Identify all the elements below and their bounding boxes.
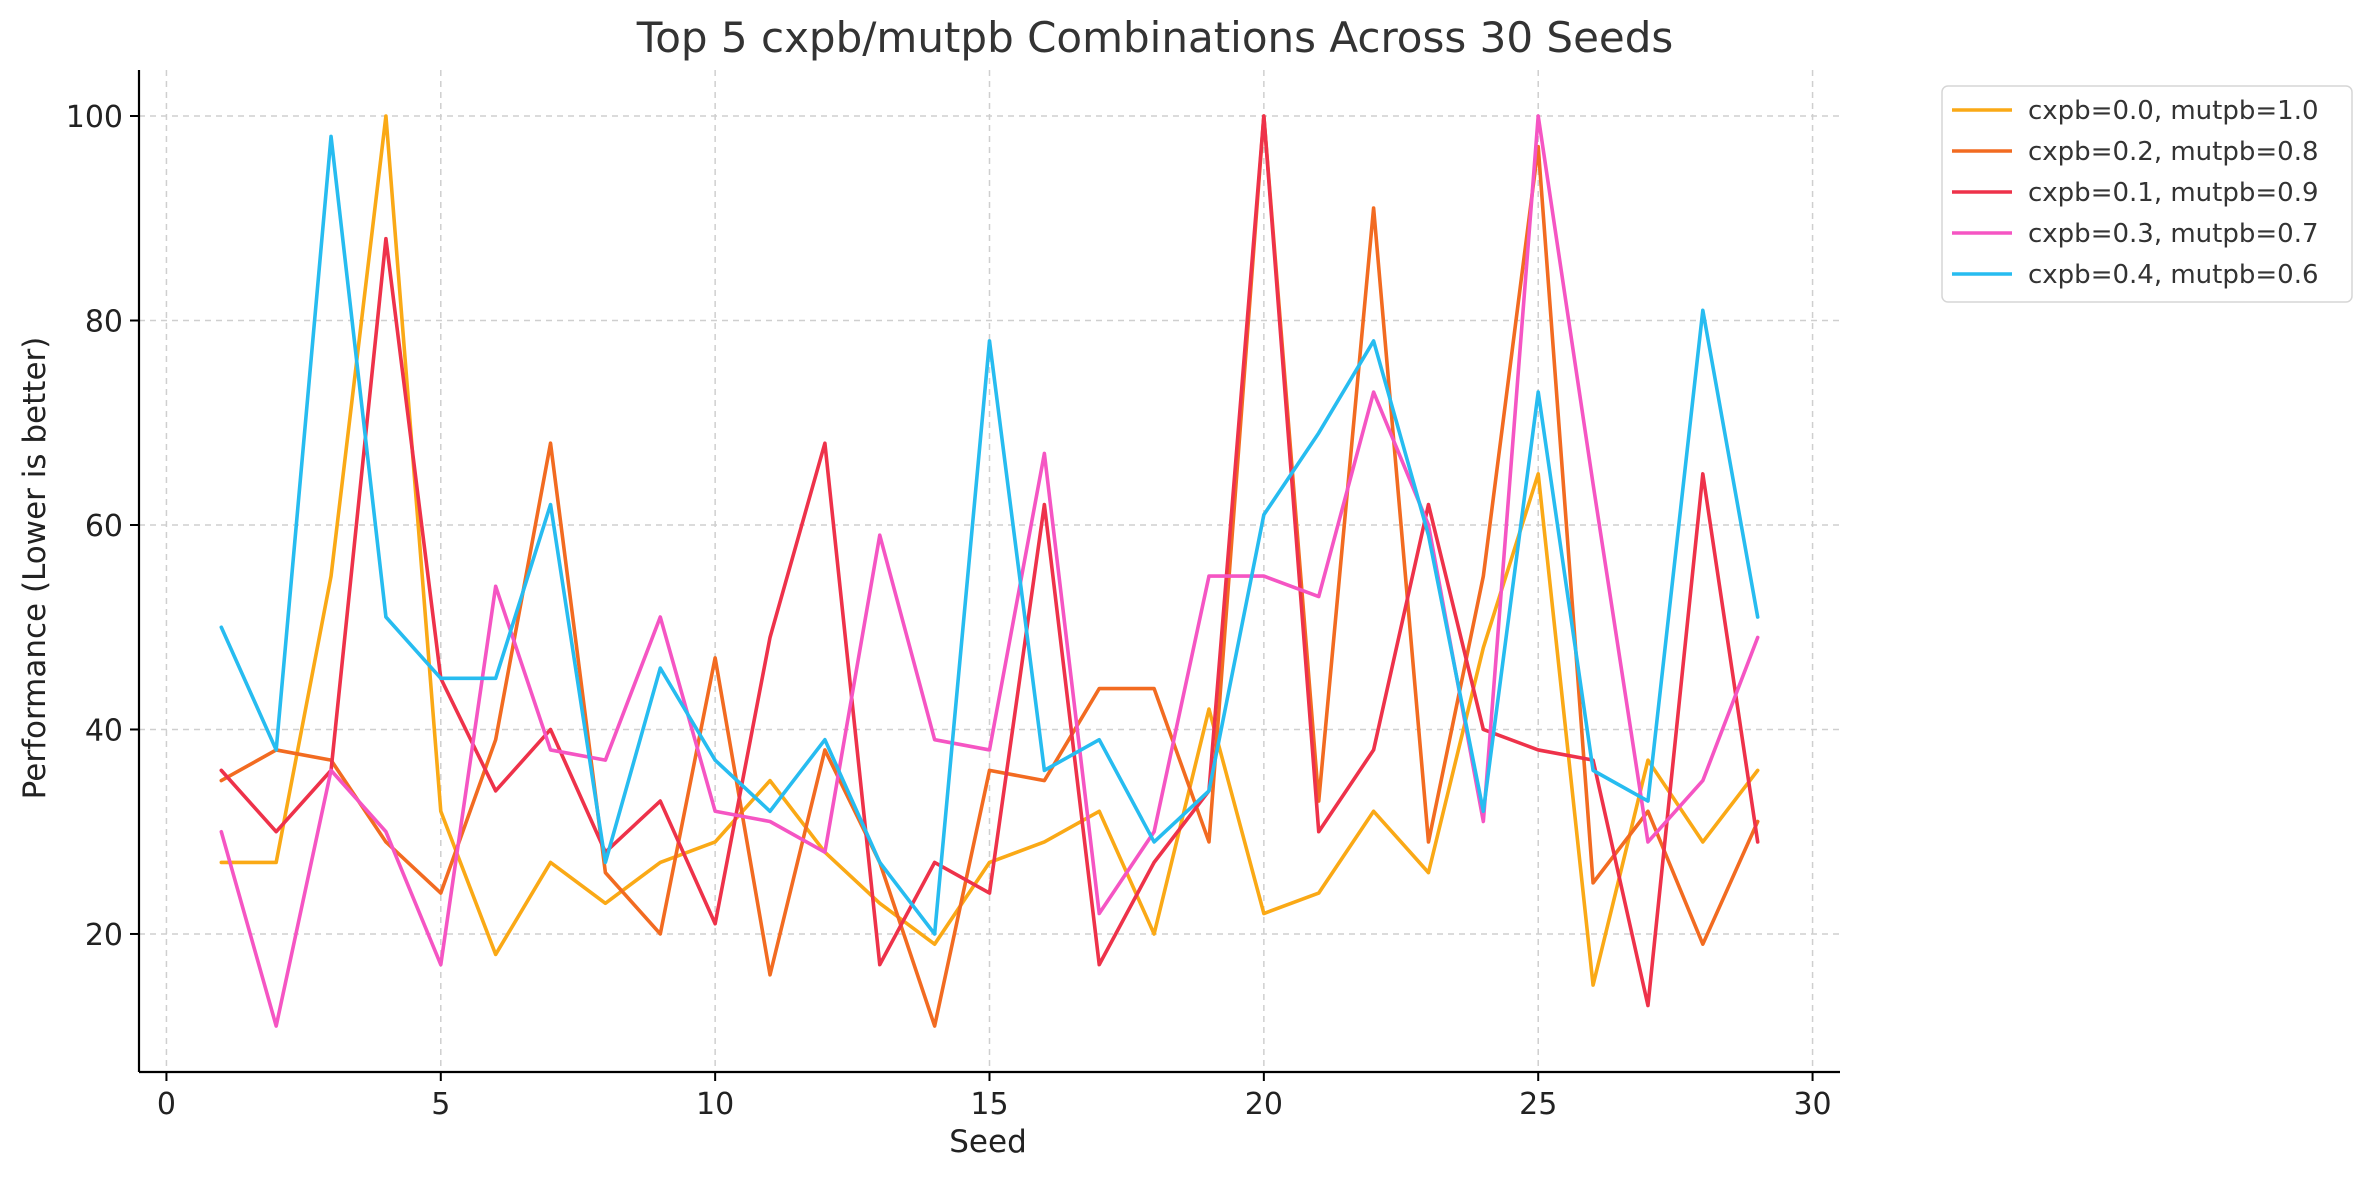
x-tick-label: 0 (157, 1087, 176, 1122)
legend-label: cxpb=0.1, mutpb=0.9 (2028, 178, 2319, 208)
legend-label: cxpb=0.2, mutpb=0.8 (2028, 137, 2319, 167)
legend-label: cxpb=0.0, mutpb=1.0 (2028, 96, 2319, 126)
chart-title: Top 5 cxpb/mutpb Combinations Across 30 … (636, 13, 1674, 62)
y-tick-label: 100 (66, 100, 123, 135)
y-axis-label: Performance (Lower is better) (17, 337, 53, 800)
series-line-4 (219, 114, 1760, 1028)
legend-box (1941, 85, 2353, 303)
x-axis-label: Seed (949, 1124, 1027, 1160)
legend-label: cxpb=0.4, mutpb=0.6 (2028, 260, 2319, 290)
x-tick-label: 5 (431, 1087, 450, 1122)
legend-label: cxpb=0.3, mutpb=0.7 (2028, 219, 2319, 249)
x-tick-label: 25 (1519, 1087, 1557, 1122)
axes: 0 5 10 15 20 25 30 20 40 60 80 100 (66, 70, 1840, 1122)
y-tick-label: 80 (85, 305, 123, 340)
series-lines (219, 114, 1760, 1028)
x-tick-label: 20 (1245, 1087, 1283, 1122)
y-tick-label: 60 (85, 509, 123, 544)
legend: cxpb=0.0, mutpb=1.0 cxpb=0.2, mutpb=0.8 cx… (1941, 85, 2353, 303)
series-line-5 (219, 134, 1760, 936)
series-line-2 (219, 114, 1760, 1028)
y-tick-label: 20 (85, 918, 123, 953)
x-tick-label: 30 (1793, 1087, 1831, 1122)
x-tick-label: 10 (696, 1087, 734, 1122)
grid (139, 70, 1840, 1072)
y-tick-label: 40 (85, 713, 123, 748)
x-tick-label: 15 (970, 1087, 1008, 1122)
series-line-3 (219, 114, 1760, 1008)
